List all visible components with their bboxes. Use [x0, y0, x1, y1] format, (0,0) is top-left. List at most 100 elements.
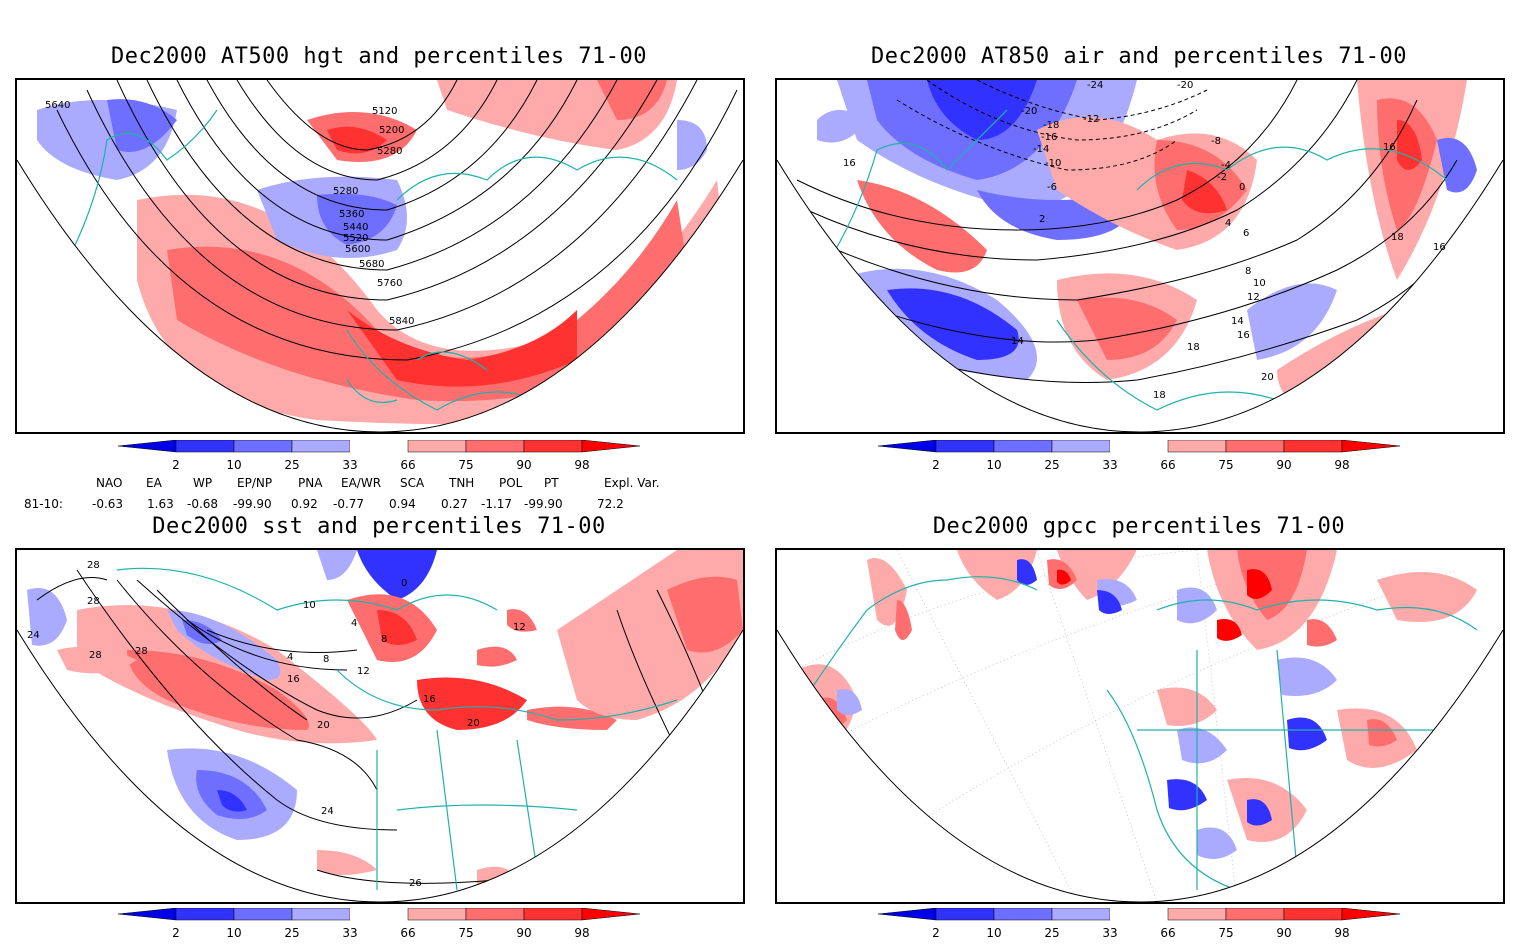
contour-label: 5280: [333, 186, 358, 197]
colorbar-swatch: [1283, 908, 1343, 921]
colorbar-swatch: [935, 440, 995, 453]
contour-label: 10: [1253, 278, 1266, 289]
colorbar-tick: 10: [226, 458, 242, 472]
colorbar-tick: 75: [458, 458, 474, 472]
contour-label: -8: [1211, 136, 1221, 147]
contour-label: 0: [1239, 182, 1245, 193]
index-header: PNA: [298, 476, 323, 490]
contour-label: 28: [135, 646, 148, 657]
contour-label: 16: [287, 674, 300, 685]
colorbar-swatch: [523, 440, 583, 453]
contour-label: 5840: [389, 316, 414, 327]
colorbar-arrow-high: [581, 440, 641, 453]
colorbar-swatch: [1225, 908, 1285, 921]
colorbar-arrow-low: [878, 908, 937, 921]
air-map-panel: -24 -20 -20 -18 -16 -14 -12 -10 -8 -6 -4…: [775, 78, 1505, 434]
colorbar-tick: 75: [1218, 926, 1234, 940]
colorbar-tick: 25: [284, 926, 300, 940]
colorbar-tick: 2: [172, 926, 180, 940]
contour-label: -18: [1043, 120, 1059, 131]
index-header: SCA: [400, 476, 425, 490]
contour-label: 4: [351, 618, 357, 629]
contour-label: -10: [1045, 158, 1061, 169]
index-value: -99.90: [233, 497, 272, 511]
gpcc-panel-title: Dec2000 gpcc percentiles 71-00: [932, 514, 1346, 539]
index-value: 72.2: [597, 497, 624, 511]
colorbar-swatches: [878, 440, 1401, 453]
colorbar-swatch: [175, 440, 235, 453]
contour-label: 20: [467, 718, 480, 729]
contour-label: 18: [1153, 390, 1166, 401]
colorbar-tick: 90: [1276, 926, 1292, 940]
colorbar-swatch: [465, 908, 525, 921]
colorbar-tick: 66: [400, 458, 416, 472]
index-value: -99.90: [524, 497, 563, 511]
colorbar-arrow-low: [118, 440, 177, 453]
colorbar-tick: 98: [574, 926, 590, 940]
hgt-colorbar: 2 10 25 33 66 75 90 98: [118, 440, 648, 476]
colorbar-tick: 33: [342, 458, 358, 472]
hgt-panel-title: Dec2000 AT500 hgt and percentiles 71-00: [110, 44, 648, 69]
colorbar-swatch: [1110, 908, 1168, 920]
contour-label: -2: [1217, 172, 1227, 183]
colorbar-tick: 90: [516, 458, 532, 472]
contour-label: 5280: [377, 146, 402, 157]
sst-colorbar: 2 10 25 33 66 75 90 98: [118, 908, 648, 944]
contour-label: 8: [323, 654, 329, 665]
index-header: PT: [544, 476, 559, 490]
colorbar-swatch: [407, 440, 467, 453]
colorbar-tick: 98: [574, 458, 590, 472]
index-value: 1.63: [147, 497, 174, 511]
colorbar-tick: 66: [1160, 458, 1176, 472]
colorbar-swatch: [935, 908, 995, 921]
colorbar-tick: 33: [342, 926, 358, 940]
colorbar-tick: 98: [1334, 458, 1350, 472]
colorbar-tick: 33: [1102, 458, 1118, 472]
index-value: 0.27: [441, 497, 468, 511]
contour-label: 5760: [377, 278, 402, 289]
index-value: -1.17: [481, 497, 513, 511]
colorbar-swatch: [1283, 440, 1343, 453]
colorbar-tick: 66: [1160, 926, 1176, 940]
index-header: EA: [146, 476, 162, 490]
contour-label: 16: [843, 158, 856, 169]
index-header: TNH: [449, 476, 475, 490]
air-colorbar: 2 10 25 33 66 75 90 98: [878, 440, 1408, 476]
contour-label: 5200: [379, 125, 404, 136]
colorbar-tick: 25: [1044, 926, 1060, 940]
contour-label: -4: [1221, 160, 1231, 171]
colorbar-tick: 2: [172, 458, 180, 472]
colorbar-swatches: [878, 908, 1401, 921]
index-value: 0.92: [291, 497, 318, 511]
contour-label: 8: [381, 634, 387, 645]
contour-label: 20: [317, 720, 330, 731]
colorbar-tick: 90: [516, 926, 532, 940]
index-header: EA/WR: [341, 476, 382, 490]
colorbar-swatches: [118, 908, 641, 921]
colorbar-swatch: [1110, 440, 1168, 452]
index-header: POL: [499, 476, 523, 490]
colorbar-arrow-high: [1341, 908, 1401, 921]
air-panel-title: Dec2000 AT850 air and percentiles 71-00: [870, 44, 1408, 69]
index-row-label: 81-10:: [24, 497, 63, 511]
contour-label: 16: [1383, 142, 1396, 153]
contour-label: -20: [1177, 80, 1193, 91]
index-value: -0.68: [187, 497, 219, 511]
colorbar-swatch: [1167, 440, 1227, 453]
colorbar-swatch: [465, 440, 525, 453]
contour-label: 12: [513, 622, 526, 633]
contour-label: -16: [1041, 132, 1057, 143]
contour-label: 5360: [339, 209, 364, 220]
contour-label: 6: [1243, 228, 1249, 239]
hgt-map-panel: 5640 5120 5200 5280 5280 5360 5440 5520 …: [15, 78, 745, 434]
index-header: WP: [193, 476, 213, 490]
air-map: -24 -20 -20 -18 -16 -14 -12 -10 -8 -6 -4…: [777, 80, 1503, 432]
colorbar-tick: 66: [400, 926, 416, 940]
contour-label: 5640: [45, 100, 70, 111]
contour-label: 20: [1261, 372, 1274, 383]
colorbar-tick: 2: [932, 458, 940, 472]
contour-label: 16: [1237, 330, 1250, 341]
gpcc-colorbar: 2 10 25 33 66 75 90 98: [878, 908, 1408, 944]
colorbar-swatch: [523, 908, 583, 921]
contour-label: 18: [1187, 342, 1200, 353]
